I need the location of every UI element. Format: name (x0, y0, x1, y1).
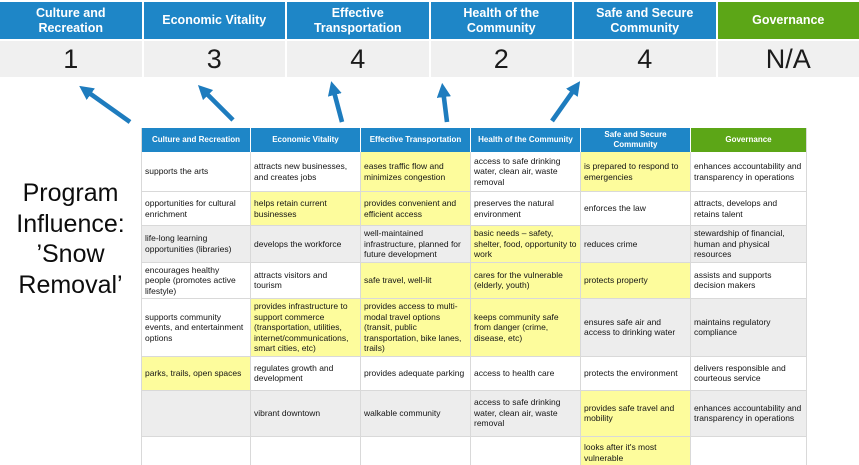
table-cell: enhances accountability and transparency… (691, 390, 806, 437)
summary-score: N/A (717, 41, 859, 77)
table-cell: vibrant downtown (251, 390, 361, 437)
table-cell: keeps community safe from danger (crime,… (471, 299, 581, 357)
summary-col-effective-transportation: Effective Transportation 4 (287, 2, 429, 77)
up-arrow-icon (79, 85, 132, 124)
table-cell: maintains regulatory compliance (691, 299, 806, 357)
table-cell: opportunities for cultural enrichment (142, 192, 251, 226)
table-cell: attracts, develops and retains talent (691, 192, 806, 226)
summary-score: 2 (430, 41, 572, 77)
table-cell: attracts visitors and tourism (251, 262, 361, 299)
table-cell: basic needs – safety, shelter, food, opp… (471, 226, 581, 263)
up-arrow-icon (436, 82, 451, 123)
summary-header: Economic Vitality (143, 2, 285, 39)
table-row: supports the arts attracts new businesses… (142, 152, 806, 192)
table-header-health-of-the-community: Health of the Community (471, 128, 581, 152)
table-cell (251, 436, 361, 465)
summary-col-health-of-the-community: Health of the Community 2 (430, 2, 572, 77)
table-cell: assists and supports decision makers (691, 262, 806, 299)
summary-header: Governance (717, 2, 859, 39)
table-cell: ensures safe air and access to drinking … (581, 299, 691, 357)
table-header-culture-and-recreation: Culture and Recreation (142, 128, 251, 152)
table-header-economic-vitality: Economic Vitality (251, 128, 361, 152)
summary-header: Culture and Recreation (0, 2, 142, 39)
table-cell: helps retain current businesses (251, 192, 361, 226)
table-cell (691, 436, 806, 465)
table-cell: access to health care (471, 356, 581, 391)
table-cell: enhances accountability and transparency… (691, 152, 806, 192)
table-cell: provides adequate parking (361, 356, 471, 391)
table-cell: reduces crime (581, 226, 691, 263)
table-cell: preserves the natural environment (471, 192, 581, 226)
table-cell: delivers responsible and courteous servi… (691, 356, 806, 391)
summary-score: 4 (287, 41, 429, 77)
table-cell (142, 436, 251, 465)
table-cell: life-long learning opportunities (librar… (142, 226, 251, 263)
table-cell: eases traffic flow and minimizes congest… (361, 152, 471, 192)
table-cell: enforces the law (581, 192, 691, 226)
table-row: parks, trails, open spaces regulates grow… (142, 356, 806, 391)
score-summary: Culture and Recreation 1 Economic Vitality… (0, 2, 859, 77)
summary-col-governance: Governance N/A (717, 2, 859, 77)
up-arrow-icon (197, 84, 235, 122)
summary-header: Safe and Secure Community (574, 2, 716, 39)
page-title: Program Influence: ’Snow Removal’ (16, 179, 125, 299)
table-row: encourages healthy people (promotes acti… (142, 262, 806, 299)
summary-col-safe-and-secure-community: Safe and Secure Community 4 (574, 2, 716, 77)
table-cell: encourages healthy people (promotes acti… (142, 262, 251, 299)
table-header-safe-and-secure-community: Safe and Secure Community (581, 128, 691, 152)
table-cell: parks, trails, open spaces (142, 356, 251, 391)
table-row: vibrant downtown walkable community access… (142, 390, 806, 437)
table-cell: attracts new businesses, and creates job… (251, 152, 361, 192)
table-cell: develops the workforce (251, 226, 361, 263)
up-arrow-icon (327, 81, 345, 123)
table-row: supports community events, and entertain… (142, 299, 806, 357)
table-cell: is prepared to respond to emergencies (581, 152, 691, 192)
summary-header: Health of the Community (430, 2, 572, 39)
summary-col-culture-and-recreation: Culture and Recreation 1 (0, 2, 142, 77)
table-header-effective-transportation: Effective Transportation (361, 128, 471, 152)
table-cell: well-maintained infrastructure, planned … (361, 226, 471, 263)
summary-header: Effective Transportation (287, 2, 429, 39)
table-row: opportunities for cultural enrichment hel… (142, 192, 806, 226)
summary-score: 3 (143, 41, 285, 77)
table-cell: provides convenient and efficient access (361, 192, 471, 226)
table-cell: protects the environment (581, 356, 691, 391)
table-cell: regulates growth and development (251, 356, 361, 391)
table-cell: provides safe travel and mobility (581, 390, 691, 437)
table-cell: cares for the vulnerable (elderly, youth… (471, 262, 581, 299)
table-header-governance: Governance (691, 128, 806, 152)
table-row: looks after it's most vulnerable (142, 436, 806, 465)
influence-table: Culture and Recreation Economic Vitality E… (141, 128, 807, 465)
table-cell: supports community events, and entertain… (142, 299, 251, 357)
table-row: life-long learning opportunities (librar… (142, 226, 806, 263)
summary-score: 1 (0, 41, 142, 77)
table-cell: protects property (581, 262, 691, 299)
summary-score: 4 (574, 41, 716, 77)
table-cell: supports the arts (142, 152, 251, 192)
table-cell: looks after it's most vulnerable (581, 436, 691, 465)
summary-col-economic-vitality: Economic Vitality 3 (143, 2, 285, 77)
table-cell: access to safe drinking water, clean air… (471, 390, 581, 437)
table-cell (471, 436, 581, 465)
table-cell: stewardship of financial, human and phys… (691, 226, 806, 263)
table-cell: safe travel, well-lit (361, 262, 471, 299)
table-cell: provides infrastructure to support comme… (251, 299, 361, 357)
up-arrow-icon (550, 81, 581, 123)
table-cell (142, 390, 251, 437)
table-cell: access to safe drinking water, clean air… (471, 152, 581, 192)
table-cell: provides access to multi-modal travel op… (361, 299, 471, 357)
table-cell (361, 436, 471, 465)
table-cell: walkable community (361, 390, 471, 437)
